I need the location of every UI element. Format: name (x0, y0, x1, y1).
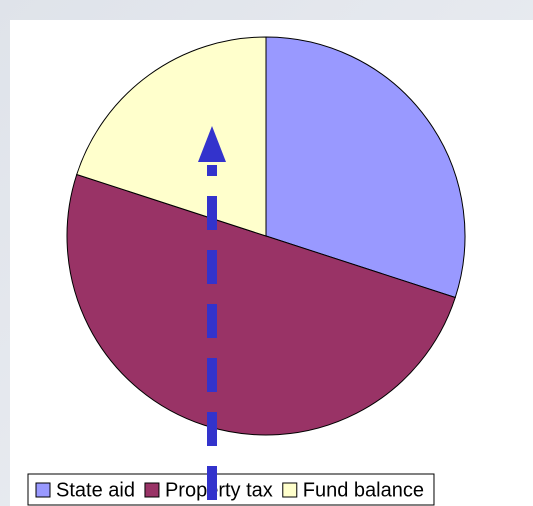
legend-label: Property tax (165, 479, 273, 501)
legend-swatch (144, 482, 160, 498)
legend (27, 473, 435, 506)
legend-swatch (282, 482, 298, 498)
pie-slice (76, 36, 267, 237)
pie (66, 36, 466, 436)
legend-items: State aid Property tax Fund balance (35, 479, 424, 501)
legend-label: Fund balance (303, 479, 424, 501)
arrow-head (198, 126, 226, 162)
pie-slice (265, 36, 466, 299)
legend-swatch (35, 482, 51, 498)
legend-label: State aid (56, 479, 135, 501)
pie-slice (66, 173, 456, 436)
